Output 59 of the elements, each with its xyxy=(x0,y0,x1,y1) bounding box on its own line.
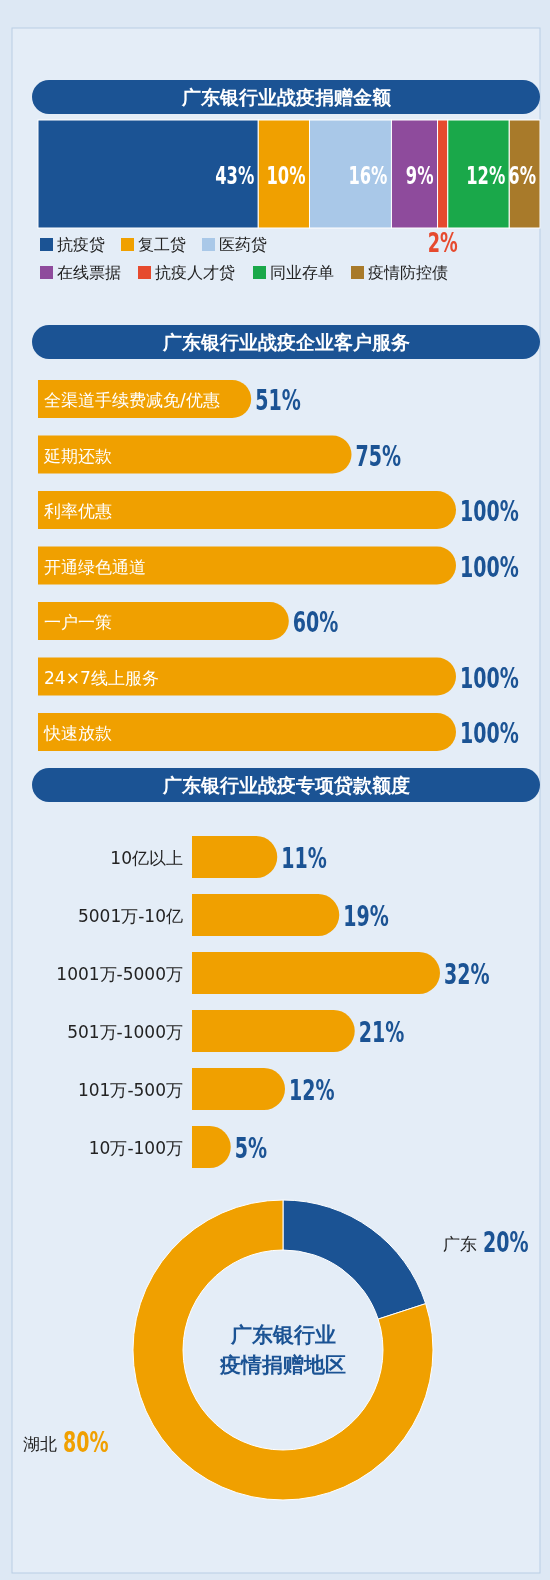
bar xyxy=(192,1068,285,1110)
legend-label: 医药贷 xyxy=(219,235,267,254)
y-tick-label: 开通绿色通道 xyxy=(44,556,146,577)
data-label: 43% xyxy=(215,161,255,190)
data-label: 100% xyxy=(460,717,519,751)
data-label: 2% xyxy=(427,227,458,258)
data-label: 21% xyxy=(358,1016,405,1050)
bar xyxy=(192,952,440,994)
y-tick-label: 延期还款 xyxy=(43,445,112,466)
data-label: 12% xyxy=(466,161,506,190)
data-label: 19% xyxy=(343,900,389,934)
y-tick-label: 10亿以上 xyxy=(110,848,183,868)
chart-title: 广东银行业战疫捐赠金额 xyxy=(180,86,392,108)
bar xyxy=(38,713,456,751)
text: 广东银行业疫情捐赠地区 xyxy=(219,1323,346,1377)
bar xyxy=(38,657,456,696)
bar xyxy=(38,491,456,529)
bar xyxy=(38,602,289,640)
chart-title: 广东银行业战疫专项贷款额度 xyxy=(161,774,410,796)
legend-label: 复工贷 xyxy=(138,235,186,254)
data-label: 32% xyxy=(444,958,490,992)
data-label: 10% xyxy=(266,161,306,190)
data-label: 100% xyxy=(460,661,519,695)
y-tick-label: 全渠道手续费减免/优惠 xyxy=(44,390,220,410)
data-label: 100% xyxy=(460,550,519,584)
chart-title: 广东银行业战疫企业客户服务 xyxy=(161,331,410,353)
series-label: 抗疫贷 xyxy=(57,235,105,254)
legend-label: 疫情防控债 xyxy=(368,263,448,282)
y-tick-label: 101万-500万 xyxy=(77,1080,183,1100)
bar xyxy=(192,1010,355,1052)
legend-label: 同业存单 xyxy=(270,263,334,282)
y-tick-label: 24×7线上服务 xyxy=(44,667,159,688)
y-tick-label: 10万-100万 xyxy=(88,1138,183,1158)
y-tick-label: 5001万-10亿 xyxy=(77,906,183,926)
data-label: 5% xyxy=(234,1132,268,1166)
y-tick-label: 一户一策 xyxy=(44,612,112,632)
data-label: 51% xyxy=(255,384,301,418)
data-label: 9% xyxy=(405,161,434,190)
data-label: 75% xyxy=(355,439,402,473)
data-label: 100% xyxy=(460,495,519,529)
slice-label: 广东 xyxy=(443,1234,477,1254)
bar xyxy=(38,546,456,585)
data-label: 20% xyxy=(483,1226,529,1260)
legend-label: 在线票据 xyxy=(57,263,121,282)
y-tick-label: 利率优惠 xyxy=(44,501,112,521)
y-tick-label: 1001万-5000万 xyxy=(56,964,183,984)
data-label: 11% xyxy=(281,842,327,876)
bar xyxy=(38,435,352,474)
legend-label: 抗疫人才贷 xyxy=(155,263,235,282)
data-label: 12% xyxy=(289,1074,335,1108)
data-label: 60% xyxy=(292,606,339,640)
y-tick-label: 快速放款 xyxy=(43,723,112,743)
bar xyxy=(192,836,278,878)
data-label: 80% xyxy=(63,1426,109,1460)
donut-slice xyxy=(132,1199,434,1501)
y-tick-label: 501万-1000万 xyxy=(67,1022,183,1042)
data-label: 16% xyxy=(348,161,388,190)
slice-label: 湖北 xyxy=(23,1434,57,1454)
bar xyxy=(192,894,340,936)
